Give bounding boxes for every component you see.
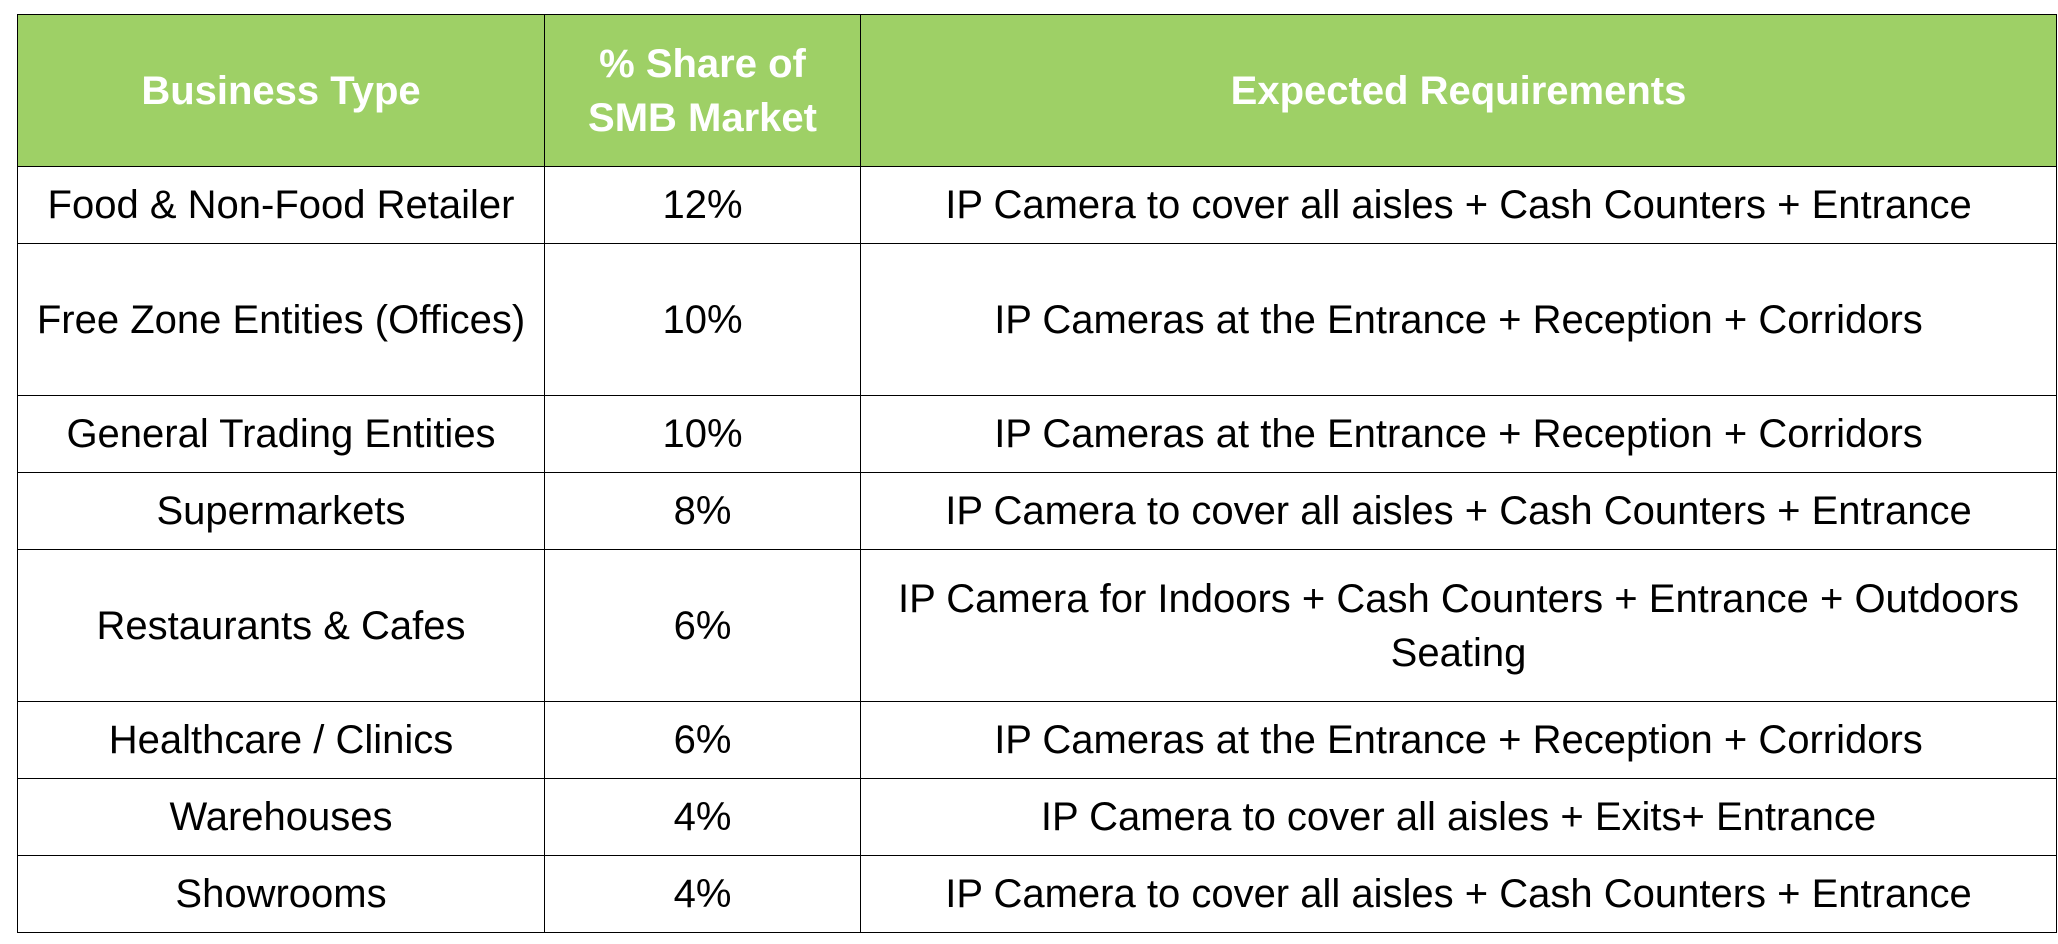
cell-requirements: IP Camera for Indoors + Cash Counters + …: [860, 549, 2057, 702]
cell-share: 4%: [544, 855, 861, 933]
table-row: Warehouses 4% IP Camera to cover all ais…: [17, 778, 2057, 856]
smb-market-table: Business Type % Share of SMB Market Expe…: [17, 14, 2057, 933]
cell-requirements: IP Cameras at the Entrance + Reception +…: [860, 243, 2057, 396]
cell-share: 10%: [544, 243, 861, 396]
cell-share: 12%: [544, 166, 861, 244]
cell-share: 6%: [544, 549, 861, 702]
table-row: Supermarkets 8% IP Camera to cover all a…: [17, 472, 2057, 550]
cell-business-type: Showrooms: [17, 855, 545, 933]
cell-business-type: Restaurants & Cafes: [17, 549, 545, 702]
table-row: Free Zone Entities (Offices) 10% IP Came…: [17, 243, 2057, 396]
cell-requirements: IP Camera to cover all aisles + Cash Cou…: [860, 166, 2057, 244]
cell-business-type: Healthcare / Clinics: [17, 701, 545, 779]
table-row: Food & Non-Food Retailer 12% IP Camera t…: [17, 166, 2057, 244]
header-business-type: Business Type: [17, 14, 545, 167]
cell-share: 8%: [544, 472, 861, 550]
cell-requirements: IP Camera to cover all aisles + Cash Cou…: [860, 472, 2057, 550]
cell-business-type: Supermarkets: [17, 472, 545, 550]
cell-requirements: IP Camera to cover all aisles + Cash Cou…: [860, 855, 2057, 933]
table-row: Showrooms 4% IP Camera to cover all aisl…: [17, 855, 2057, 933]
cell-business-type: Free Zone Entities (Offices): [17, 243, 545, 396]
table-header-row: Business Type % Share of SMB Market Expe…: [17, 14, 2057, 167]
cell-business-type: General Trading Entities: [17, 395, 545, 473]
cell-business-type: Food & Non-Food Retailer: [17, 166, 545, 244]
cell-share: 4%: [544, 778, 861, 856]
table-row: General Trading Entities 10% IP Cameras …: [17, 395, 2057, 473]
header-requirements: Expected Requirements: [860, 14, 2057, 167]
cell-share: 6%: [544, 701, 861, 779]
cell-requirements: IP Cameras at the Entrance + Reception +…: [860, 701, 2057, 779]
cell-requirements: IP Camera to cover all aisles + Exits+ E…: [860, 778, 2057, 856]
cell-share: 10%: [544, 395, 861, 473]
header-share: % Share of SMB Market: [544, 14, 861, 167]
cell-requirements: IP Cameras at the Entrance + Reception +…: [860, 395, 2057, 473]
table-row: Restaurants & Cafes 6% IP Camera for Ind…: [17, 549, 2057, 702]
table-row: Healthcare / Clinics 6% IP Cameras at th…: [17, 701, 2057, 779]
cell-business-type: Warehouses: [17, 778, 545, 856]
